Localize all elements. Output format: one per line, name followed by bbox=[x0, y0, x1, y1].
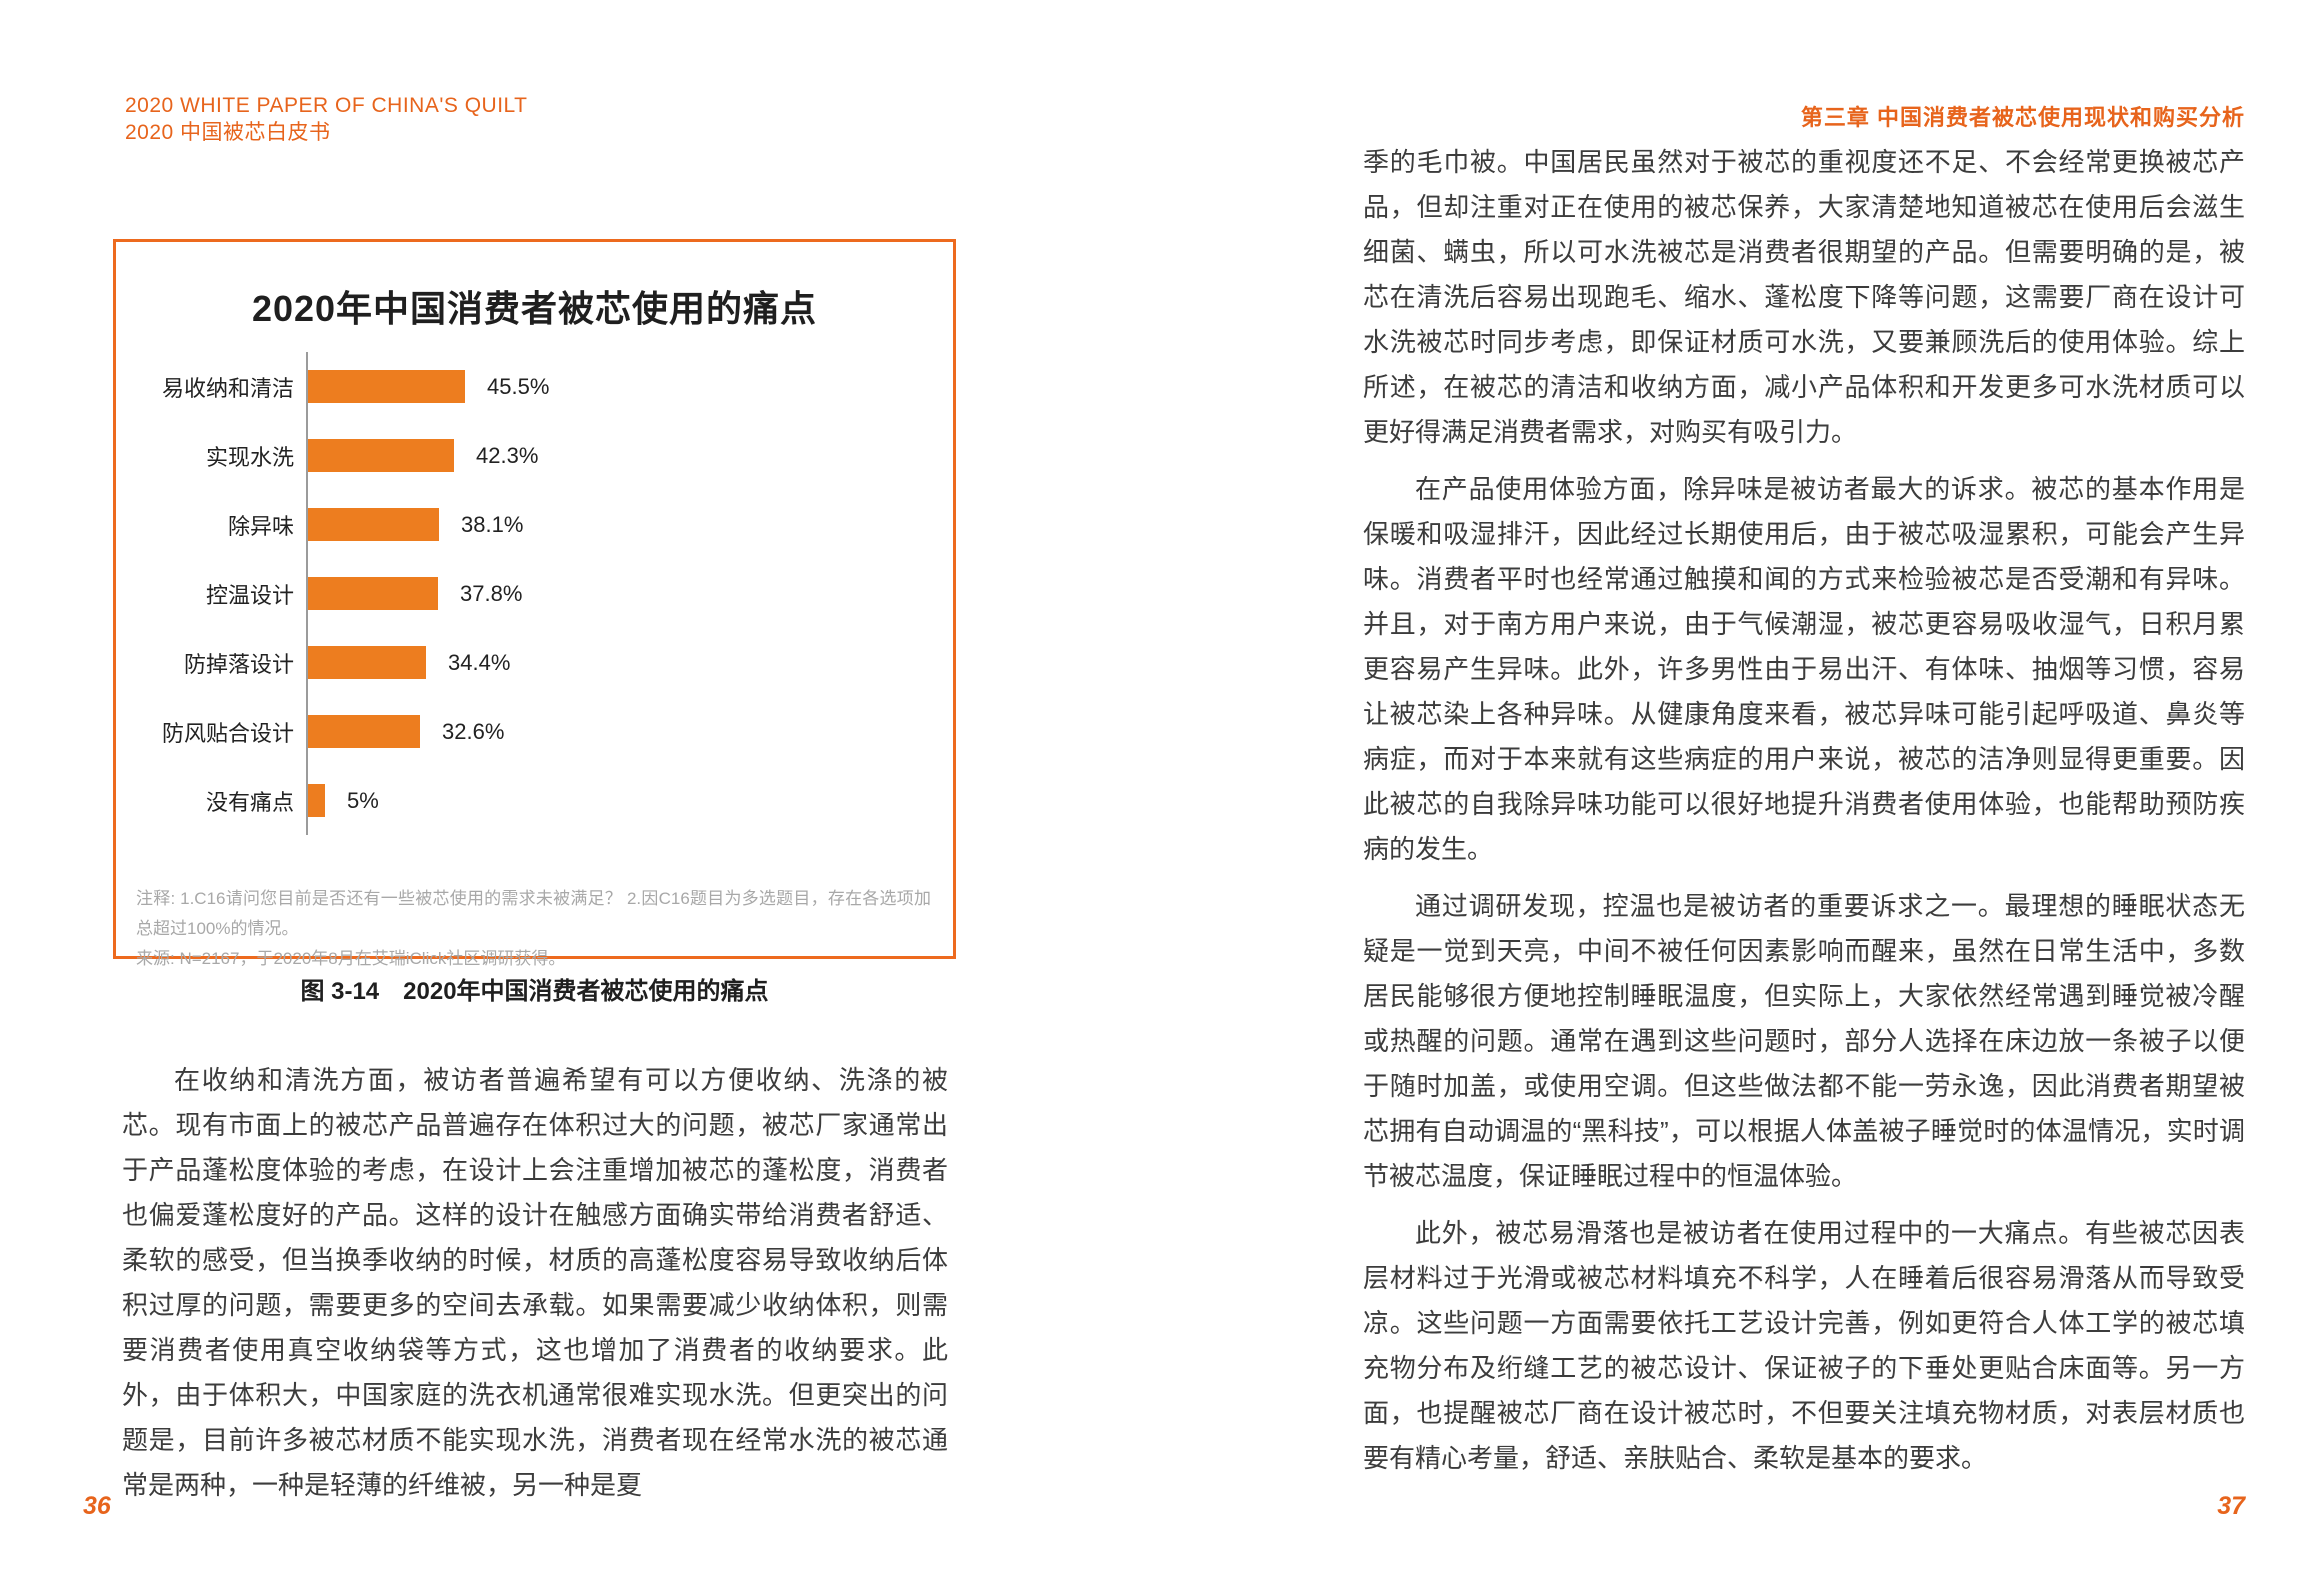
chart-plot: 易收纳和清洁 45.5% 实现水洗 42.3% 除异味 38.1% 控温设计 3… bbox=[162, 352, 550, 835]
chart-title: 2020年中国消费者被芯使用的痛点 bbox=[251, 288, 818, 329]
right-page-body: 季的毛巾被。中国居民虽然对于被芯的重视度还不足、不会经常更换被芯产品，但却注重对… bbox=[1363, 140, 2245, 1493]
bar bbox=[308, 715, 420, 748]
running-header-left-cn: 2020 中国被芯白皮书 bbox=[125, 121, 331, 144]
bar-value-label: 5% bbox=[347, 787, 379, 813]
bar-row: 除异味 38.1% bbox=[228, 490, 549, 559]
bar-value-label: 42.3% bbox=[476, 442, 539, 468]
bar bbox=[308, 439, 454, 472]
bar bbox=[308, 577, 438, 610]
bar-row: 防掉落设计 34.4% bbox=[184, 628, 549, 697]
left-page-body: 在收纳和清洗方面，被访者普遍希望有可以方便收纳、洗涤的被芯。现有市面上的被芯产品… bbox=[122, 1058, 948, 1520]
bar-category-label: 防风贴合设计 bbox=[161, 720, 294, 746]
running-header-left: 2020 WHITE PAPER OF CHINA'S QUILT 2020 中… bbox=[125, 92, 527, 146]
page-number-left: 36 bbox=[83, 1492, 111, 1520]
bar-value-label: 32.6% bbox=[442, 718, 505, 744]
bar-value-label: 45.5% bbox=[487, 373, 550, 399]
right-page-paragraph-4: 此外，被芯易滑落也是被访者在使用过程中的一大痛点。有些被芯因表层材料过于光滑或被… bbox=[1363, 1218, 2245, 1473]
right-page-paragraph-3: 通过调研发现，控温也是被访者的重要诉求之一。最理想的睡眠状态无疑是一觉到天亮，中… bbox=[1363, 891, 2245, 1191]
bar-row: 易收纳和清洁 45.5% bbox=[162, 352, 550, 421]
figure-3-14-chart-box: 2020年中国消费者被芯使用的痛点 易收纳和清洁 45.5% 实现水洗 42.3… bbox=[113, 239, 956, 968]
chart-notes: 注释: 1.C16请问您目前是否还有一些被芯使用的需求未被满足？ 2.因C16题… bbox=[136, 884, 931, 974]
bar-value-label: 37.8% bbox=[460, 580, 523, 606]
bar-category-label: 没有痛点 bbox=[205, 789, 294, 815]
bar bbox=[308, 508, 439, 541]
bar-row: 防风贴合设计 32.6% bbox=[162, 697, 549, 766]
figure-caption: 图 3-14 2020年中国消费者被芯使用的痛点 bbox=[300, 978, 769, 1005]
left-page-paragraph: 在收纳和清洗方面，被访者普遍希望有可以方便收纳、洗涤的被芯。现有市面上的被芯产品… bbox=[122, 1065, 948, 1500]
right-page-paragraph-2: 在产品使用体验方面，除异味是被访者最大的诉求。被芯的基本作用是保暖和吸湿排汗，因… bbox=[1363, 474, 2245, 864]
running-header-left-en: 2020 WHITE PAPER OF CHINA'S QUILT bbox=[125, 94, 528, 117]
bar bbox=[308, 370, 465, 403]
bar-category-label: 易收纳和清洁 bbox=[161, 375, 294, 401]
page-number-right: 37 bbox=[2217, 1492, 2245, 1520]
chart-note-annotation: 注释: 1.C16请问您目前是否还有一些被芯使用的需求未被满足？ 2.因C16题… bbox=[136, 889, 931, 938]
bar-category-label: 防掉落设计 bbox=[183, 651, 294, 677]
bar-category-label: 控温设计 bbox=[205, 582, 294, 608]
bar bbox=[308, 784, 325, 817]
bar-row: 控温设计 37.8% bbox=[206, 559, 549, 628]
bar-row: 实现水洗 42.3% bbox=[206, 421, 549, 490]
running-header-right: 第三章 中国消费者被芯使用现状和购买分析 bbox=[1800, 105, 2245, 130]
bar-category-label: 除异味 bbox=[227, 513, 294, 539]
bar-value-label: 34.4% bbox=[448, 649, 511, 675]
bar bbox=[308, 646, 426, 679]
bar-row: 没有痛点 5% bbox=[206, 766, 549, 835]
bar-value-label: 38.1% bbox=[461, 511, 524, 537]
chart-note-source: 来源: N=2167，于2020年8月在艾瑞iClick社区调研获得。 bbox=[136, 949, 566, 968]
bar-category-label: 实现水洗 bbox=[205, 444, 294, 470]
right-page-paragraph-1: 季的毛巾被。中国居民虽然对于被芯的重视度还不足、不会经常更换被芯产品，但却注重对… bbox=[1363, 147, 2245, 447]
